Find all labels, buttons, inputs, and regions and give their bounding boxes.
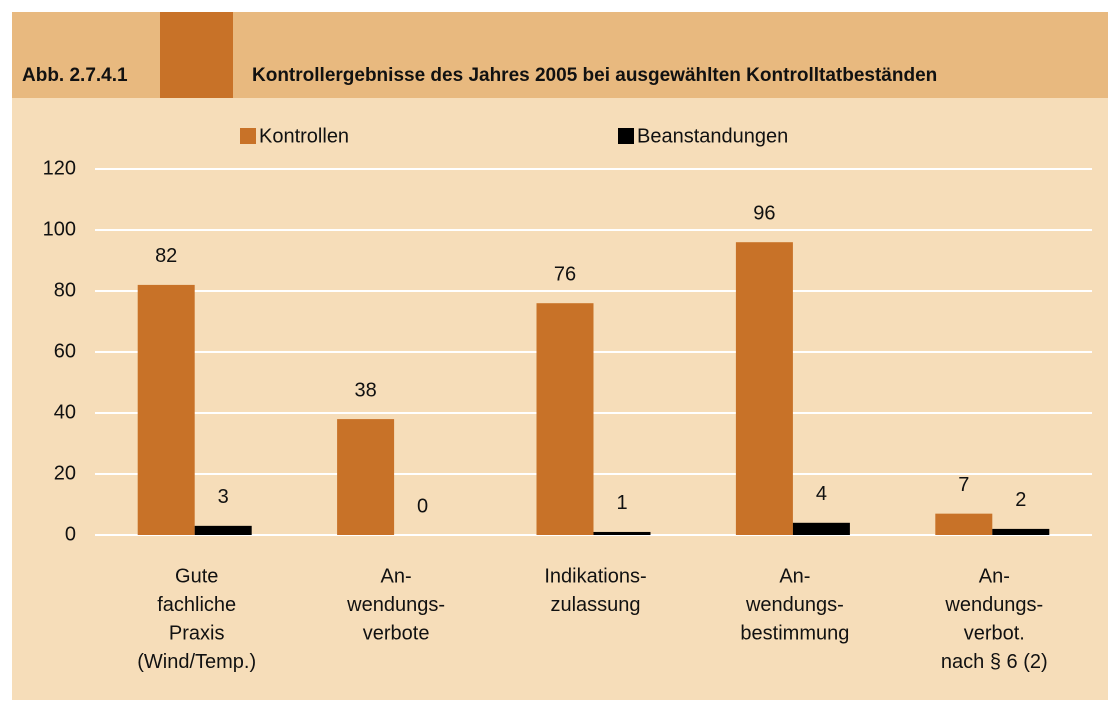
x-tick-label: Gute [175,565,218,587]
y-tick-label: 120 [43,157,76,179]
x-tick-label: An- [381,565,412,587]
chart-title: Kontrollergebnisse des Jahres 2005 bei a… [252,65,937,86]
x-tick-label: wendungs- [745,594,844,616]
value-label: 96 [753,202,775,224]
value-label: 4 [816,483,827,505]
x-tick-label: verbot. [964,622,1025,644]
bar [935,513,993,535]
x-tick-label: (Wind/Temp.) [137,651,256,673]
bar [536,303,594,535]
value-label: 7 [958,474,969,496]
x-tick-label: bestimmung [740,622,849,644]
x-tick-label: wendungs- [346,594,445,616]
bar [792,522,850,535]
legend-swatch [240,128,256,144]
y-tick-label: 20 [54,462,76,484]
y-tick-label: 60 [54,340,76,362]
x-tick-label: An- [979,565,1010,587]
legend-label: Beanstandungen [637,125,788,147]
figure-label: Abb. 2.7.4.1 [22,65,128,86]
x-tick-label: nach § 6 (2) [941,651,1048,673]
x-tick-label: Indikations- [544,565,646,587]
y-tick-label: 40 [54,401,76,423]
y-tick-label: 100 [43,218,76,240]
x-tick-label: wendungs- [944,594,1043,616]
value-label: 1 [616,492,627,514]
header-accent [160,12,233,98]
legend-label: Kontrollen [259,125,349,147]
bar [992,528,1050,535]
x-tick-label: fachliche [157,594,236,616]
bar [194,525,252,535]
x-tick-label: An- [779,565,810,587]
x-tick-label: verbote [363,622,430,644]
y-tick-label: 0 [65,523,76,545]
bar [593,531,651,535]
value-label: 38 [354,379,376,401]
value-label: 0 [417,495,428,517]
legend-swatch [618,128,634,144]
value-label: 82 [155,245,177,267]
value-label: 76 [554,263,576,285]
y-tick-label: 80 [54,279,76,301]
x-tick-label: Praxis [169,622,225,644]
value-label: 3 [218,486,229,508]
bar [337,419,395,535]
bar [735,242,793,535]
x-tick-label: zulassung [550,594,640,616]
bar [137,284,195,535]
value-label: 2 [1015,489,1026,511]
